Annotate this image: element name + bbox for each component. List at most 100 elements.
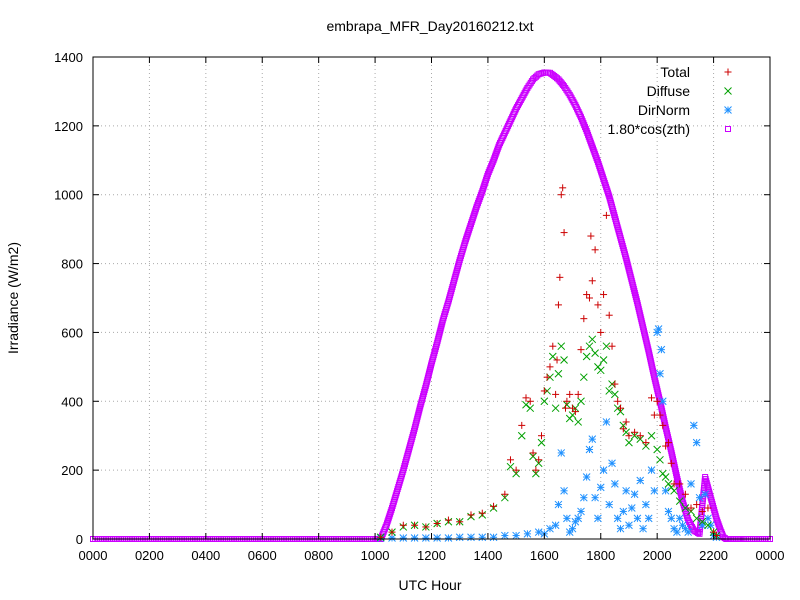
- 1-80-cos-zth-point: [473, 205, 480, 212]
- 1-80-cos-zth-point: [387, 508, 394, 515]
- x-tick-label: 1000: [361, 548, 390, 563]
- total-point: [704, 504, 712, 512]
- 1-80-cos-zth-point: [587, 139, 594, 146]
- x-tick-label: 1600: [530, 548, 559, 563]
- 1-80-cos-zth-point: [597, 166, 604, 173]
- y-tick-label: 400: [61, 394, 83, 409]
- 1-80-cos-zth-point: [491, 153, 498, 160]
- total-point: [552, 390, 560, 398]
- 1-80-cos-zth-point: [494, 145, 501, 152]
- total-point: [377, 533, 385, 541]
- total-point: [561, 404, 569, 412]
- diffuse-point: [522, 400, 530, 409]
- diffuse-point: [540, 397, 549, 406]
- x-tick-label: 0800: [304, 548, 333, 563]
- total-point: [518, 421, 526, 429]
- dirnorm-point: [433, 534, 441, 542]
- y-tick-label: 800: [61, 257, 83, 272]
- dirnorm-point: [642, 500, 650, 509]
- diffuse-point: [656, 455, 664, 464]
- 1-80-cos-zth-point: [594, 159, 601, 166]
- total-point: [614, 397, 622, 405]
- diffuse-point: [602, 342, 611, 351]
- dirnorm-point: [585, 445, 594, 454]
- 1-80-cos-zth-point: [593, 155, 600, 162]
- 1-80-cos-zth-point: [384, 518, 391, 525]
- total-point: [597, 328, 605, 336]
- 1-80-cos-zth-point: [466, 224, 473, 231]
- 1-80-cos-zth-point: [469, 215, 476, 222]
- dirnorm-point: [675, 514, 684, 523]
- dirnorm-point: [588, 435, 597, 444]
- y-tick-label: 1400: [54, 50, 83, 65]
- 1-80-cos-zth-point: [589, 145, 596, 152]
- diffuse-point: [574, 418, 583, 426]
- total-point: [619, 425, 627, 433]
- 1-80-cos-zth-point: [721, 535, 728, 542]
- 1-80-cos-zth-point: [480, 184, 487, 191]
- legend: Total Diffuse DirNorm 1.80*cos(zth): [608, 64, 732, 137]
- 1-80-cos-zth-point: [579, 118, 586, 125]
- diffuse-point: [560, 356, 568, 364]
- total-point: [526, 397, 534, 405]
- dirnorm-point: [594, 514, 602, 523]
- 1-80-cos-zth-point: [588, 141, 595, 148]
- 1-80-cos-zth-point: [587, 137, 594, 144]
- diffuse-point: [579, 373, 588, 382]
- diffuse-point: [588, 335, 597, 344]
- 1-80-cos-zth-point: [598, 168, 605, 175]
- total-point: [648, 394, 656, 402]
- y-tick-label: 200: [61, 463, 83, 478]
- 1-80-cos-zth-point: [590, 147, 597, 154]
- dirnorm-point: [689, 421, 698, 430]
- total-point: [538, 432, 546, 440]
- dirnorm-point: [602, 418, 611, 426]
- x-tick-label: 0200: [135, 548, 164, 563]
- total-point: [585, 294, 593, 302]
- total-point: [532, 466, 540, 474]
- diffuse-point: [647, 431, 656, 440]
- 1-80-cos-zth-point: [598, 170, 605, 177]
- total-point: [636, 432, 644, 440]
- dirnorm-point: [574, 514, 583, 523]
- total-point: [622, 418, 630, 426]
- diffuse-point: [557, 342, 566, 351]
- dirnorm-point: [630, 490, 639, 499]
- dirnorm-point: [596, 483, 605, 492]
- total-point: [580, 315, 588, 323]
- total-point: [546, 363, 554, 371]
- total-point: [535, 456, 543, 464]
- 1-80-cos-zth-point: [475, 199, 482, 206]
- 1-80-cos-zth-point: [477, 192, 484, 199]
- 1-80-cos-zth-point: [601, 178, 608, 185]
- diffuse-point: [591, 349, 599, 357]
- 1-80-cos-zth-point: [484, 171, 491, 178]
- 1-80-cos-zth-point: [464, 232, 471, 239]
- diffuse-point: [605, 387, 614, 395]
- legend-label-total: Total: [660, 64, 690, 80]
- 1-80-cos-zth-point: [465, 228, 472, 235]
- 1-80-cos-zth-point: [470, 213, 477, 220]
- 1-80-cos-zth-point: [688, 523, 695, 530]
- diffuse-point: [670, 486, 678, 495]
- dirnorm-point: [622, 486, 630, 495]
- total-point: [478, 509, 486, 517]
- diffuse-point: [653, 445, 662, 454]
- 1-80-cos-zth-point: [522, 88, 529, 95]
- total-point: [559, 184, 567, 192]
- total-point: [512, 466, 520, 474]
- x-axis-label: UTC Hour: [398, 577, 461, 593]
- legend-label-1-80-cos-zth: 1.80*cos(zth): [608, 121, 690, 137]
- dirnorm-point: [399, 534, 408, 542]
- total-point: [659, 421, 667, 429]
- dirnorm-point: [673, 528, 681, 536]
- dirnorm-point: [627, 504, 636, 512]
- 1-80-cos-zth-point: [486, 167, 493, 174]
- 1-80-cos-zth-point: [604, 187, 611, 194]
- 1-80-cos-zth-point: [603, 185, 610, 192]
- dirnorm-point: [616, 524, 625, 533]
- 1-80-cos-zth-point: [586, 135, 593, 142]
- total-point: [625, 432, 633, 440]
- y-axis-label: Irradiance (W/m2): [5, 242, 21, 354]
